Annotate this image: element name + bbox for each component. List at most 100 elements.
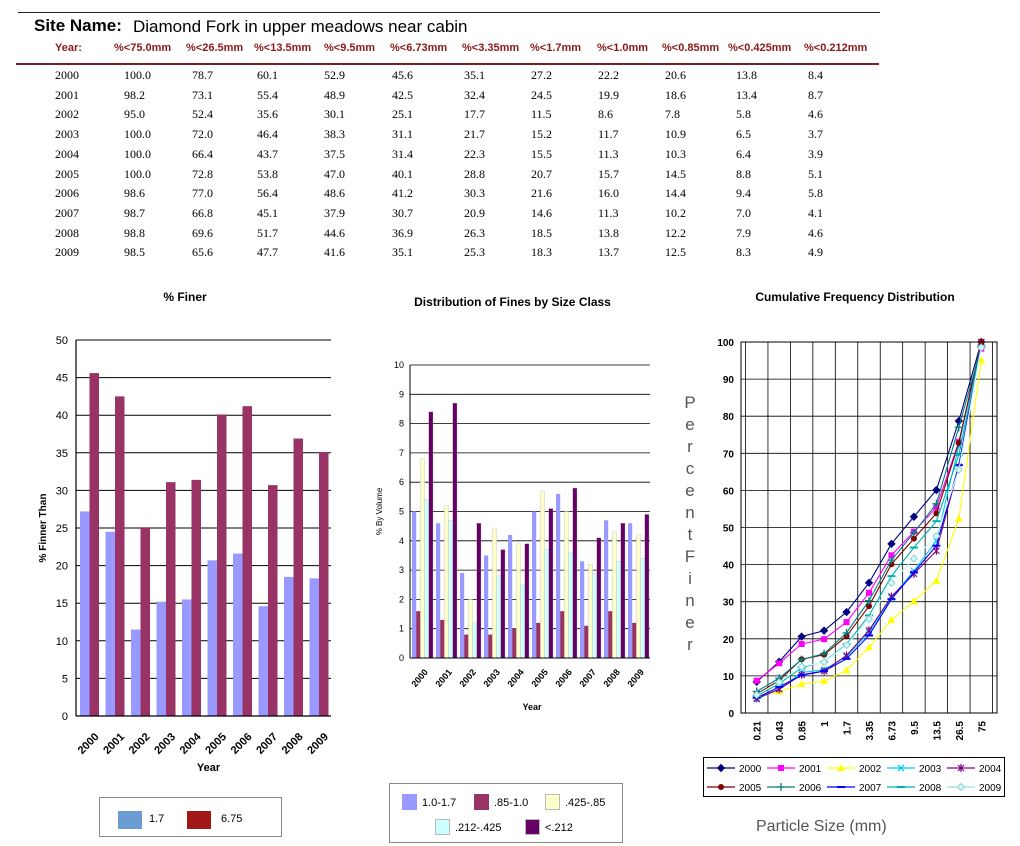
table-value-cell: 98.5 [124,245,145,260]
y-tick-label: 70 [723,449,735,460]
bar-1-2006 [560,611,565,658]
bar-2-2006 [564,511,569,659]
chart3-title: Cumulative Frequency Distribution [755,290,955,304]
x-tick-label: 2005 [529,667,550,689]
y-tick-label: 8 [399,419,404,429]
bar-1-2009 [632,622,637,658]
table-row: 2003 100.0 72.0 46.4 38.3 31.1 21.7 15.2 11.7 10.… [0,127,900,145]
bar-6-75-2006 [242,406,252,716]
table-value-cell: 38.3 [324,127,345,142]
x-tick-label: 26.5 [955,721,966,741]
x-tick-label: 2005 [203,731,229,757]
point-2009-13.5 [932,531,941,541]
y-tick-label: 10 [723,672,735,683]
table-value-cell: 100.0 [124,166,151,181]
point-2000-1.7 [842,607,851,617]
bar-3-2009 [640,558,645,659]
bar-4-2003 [500,549,506,659]
table-value-cell: 95.0 [124,107,145,122]
bar-0-2002 [460,573,465,658]
table-header-cell: %<13.5mm [254,42,312,54]
table-value-cell: 72.0 [192,127,213,142]
legend-label-1-0-1-7: 1.0-1.7 [422,797,457,809]
table-value-cell: 40.1 [392,166,413,181]
table-value-cell: 11.7 [598,127,619,142]
table-value-cell: 7.8 [665,107,680,122]
site-name-value: Diamond Fork in upper meadows near cabin [133,17,468,36]
table-value-cell: 20.6 [665,68,686,82]
bar-1-2007 [584,625,589,658]
bar-3-2005 [544,549,549,659]
percent-finer-letter: e [685,613,695,632]
table-value-cell: 4.6 [808,225,823,240]
table-value-cell: 15.2 [531,127,552,142]
legend-frame [703,757,1005,797]
bar-1-2008 [608,611,613,658]
fines-distribution-bar-chart: 0 1 2 3 4 5 6 7 8 9 10 2000 2001 2002 2003 2004 2005 2006… [375,360,650,712]
table-value-cell: 26.3 [464,225,485,240]
table-year-cell: 2005 [55,166,79,181]
table-year-cell: 2007 [55,205,79,220]
table-year-cell: 2003 [55,127,79,142]
bar-6-75-2000 [89,373,99,716]
y-tick-label: 60 [723,486,735,497]
point-2000-0.85 [797,632,806,641]
bar-2-2005 [540,490,545,659]
point-2002-13.5 [932,576,941,584]
table-value-cell: 30.1 [324,107,345,122]
point-2000-3.35 [864,578,874,587]
table-value-cell: 30.3 [464,186,485,201]
chart1-title: % Finer [163,290,207,304]
bar-2-2003 [492,528,497,659]
x-tick-label: 13.5 [932,721,943,741]
x-tick-label: 2003 [152,731,178,757]
table-value-cell: 98.6 [124,186,145,201]
table-value-cell: 6.5 [736,127,751,142]
table-value-cell: 3.7 [808,127,823,142]
point-2002-6.73 [887,615,896,623]
table-value-cell: 37.5 [324,146,345,161]
table-value-cell: 51.7 [257,225,278,240]
table-value-cell: 10.9 [665,127,686,142]
table-value-cell: 17.7 [464,107,485,122]
point-2006-3.35 [865,596,873,605]
table-value-cell: 48.9 [324,87,345,102]
table-value-cell: 100.0 [124,127,151,142]
bar-6-75-2002 [140,527,150,716]
table-value-cell: 12.2 [665,225,686,240]
y-tick-label: 80 [723,412,735,423]
table-value-cell: 8.7 [808,87,823,102]
table-value-cell: 98.2 [124,87,145,102]
legend-label-2000: 2000 [739,764,762,775]
point-2005-75 [978,339,985,345]
table-value-cell: 20.7 [531,166,552,181]
bar-0-2005 [532,511,537,658]
y-tick-label: 6 [399,477,404,487]
table-row: 2006 98.6 77.0 56.4 48.6 41.2 30.3 21.6 16.0 14.4… [0,186,900,204]
y-tick-label: 90 [723,375,735,386]
table-value-cell: 78.7 [192,68,213,82]
bar-1-7-2007 [258,606,268,716]
table-value-cell: 36.9 [392,225,413,240]
table-value-cell: 25.3 [464,245,485,260]
bar-1-7-2000 [80,511,90,716]
table-row: 2000 100.0 78.7 60.1 52.9 45.6 35.1 27.2 22.2 20.… [0,68,900,86]
legend-marker-2001 [778,765,784,771]
percent-finer-letter: F [684,547,696,566]
table-year-cell: 2008 [55,225,79,240]
table-value-cell: 41.2 [392,186,413,201]
table-value-cell: 44.6 [324,225,345,240]
point-2009-0.85 [797,662,806,671]
bar-1-7-2009 [309,578,319,716]
legend-label-425-85: .425-.85 [565,797,606,809]
bar-6-75-2001 [115,396,125,716]
point-2009-1 [819,657,829,667]
table-value-cell: 4.1 [808,205,823,220]
table-value-cell: 13.4 [736,87,757,102]
legend-marker-2009 [956,782,966,792]
table-row: 2008 98.8 69.6 51.7 44.6 36.9 26.3 18.5 13.8 12.2… [0,226,900,244]
table-value-cell: 41.6 [324,245,345,260]
table-value-cell: 19.9 [598,87,619,102]
bar-1-7-2004 [182,599,192,716]
y-tick-label: 0 [399,653,404,663]
